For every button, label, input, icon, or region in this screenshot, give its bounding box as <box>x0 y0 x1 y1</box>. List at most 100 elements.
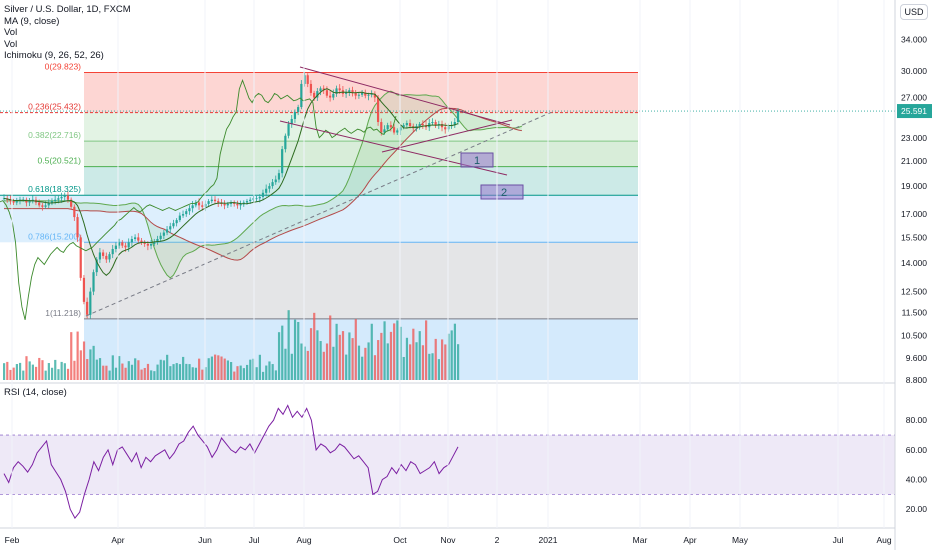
candle-body <box>354 92 357 96</box>
legend-ma[interactable]: MA (9, close) <box>4 15 60 27</box>
volume-bar <box>86 359 89 380</box>
legend-vol-2[interactable]: Vol <box>4 38 18 50</box>
volume-bar <box>127 361 130 380</box>
volume-bar <box>230 362 233 380</box>
currency-button[interactable]: USD <box>900 4 928 20</box>
candle-body <box>360 92 364 95</box>
volume-bar <box>191 367 194 380</box>
candle-body <box>28 201 31 203</box>
volume-bar <box>150 370 153 380</box>
candle-body <box>456 111 460 123</box>
volume-bar <box>162 360 166 380</box>
candle-body <box>117 242 121 246</box>
volume-bar <box>175 363 178 380</box>
volume-bar <box>214 354 217 380</box>
chart-legend: Silver / U.S. Dollar, 1D, FXCM MA (9, cl… <box>4 4 131 62</box>
volume-bar <box>34 366 38 380</box>
legend-ichimoku[interactable]: Ichimoku (9, 26, 52, 26) <box>4 50 104 62</box>
volume-bar <box>402 356 405 380</box>
candle-body <box>92 272 95 292</box>
volume-bar <box>338 334 341 380</box>
volume-bar <box>172 364 175 380</box>
volume-bar <box>18 362 22 380</box>
volume-bar <box>316 330 319 380</box>
candle-body <box>322 88 325 91</box>
candle-body <box>229 202 233 204</box>
candle-body <box>431 122 434 124</box>
candle-body <box>268 186 271 189</box>
volume-bar <box>386 343 389 380</box>
ma-line <box>3 88 459 276</box>
fib-zone <box>84 166 638 196</box>
volume-bar <box>204 367 207 380</box>
candle-body <box>258 196 261 199</box>
volume-bar <box>332 346 335 380</box>
candle-body <box>213 199 217 202</box>
candle-body <box>50 201 54 203</box>
candle-body <box>332 93 335 98</box>
volume-bar <box>418 331 421 380</box>
candle-body <box>274 179 277 183</box>
candle-body <box>421 124 424 126</box>
volume-bar <box>63 363 66 380</box>
candle-body <box>239 203 242 206</box>
volume-bar <box>348 332 351 380</box>
volume-bar <box>290 353 293 380</box>
volume-bar <box>325 343 329 380</box>
candle-body <box>111 249 114 255</box>
volume-bar <box>274 370 277 380</box>
candle-body <box>207 201 210 204</box>
candle-body <box>15 201 18 203</box>
candle-body <box>108 254 111 260</box>
volume-bar <box>380 332 383 380</box>
candle-body <box>169 226 172 230</box>
candle-body <box>242 202 245 204</box>
ichimoku-span-a <box>4 90 523 279</box>
volume-bar <box>341 331 345 380</box>
volume-bar <box>322 351 325 380</box>
price-tick-label: 12.500 <box>901 287 927 297</box>
volume-bar <box>92 345 95 380</box>
candle-body <box>47 202 50 206</box>
candle-body <box>408 123 412 127</box>
price-tick-label: 17.000 <box>901 209 927 219</box>
volume-bar <box>41 360 44 380</box>
volume-bar <box>223 358 226 380</box>
candle-body <box>335 88 338 94</box>
rsi-title[interactable]: RSI (14, close) <box>4 387 67 398</box>
volume-bar <box>146 363 150 380</box>
rsi-tick-label: 40.00 <box>906 475 928 485</box>
candle-body <box>440 124 444 128</box>
candle-body <box>95 259 98 273</box>
candle-body <box>245 201 249 203</box>
time-tick-label: Oct <box>393 535 407 545</box>
candle-body <box>79 237 82 278</box>
time-tick-label: Apr <box>111 535 124 545</box>
candle-body <box>124 245 127 248</box>
fib-zone <box>84 112 638 142</box>
candle-body <box>277 173 281 180</box>
volume-bar <box>405 337 409 380</box>
volume-bar <box>351 338 354 380</box>
fib-label: 0.236(25.432) <box>28 102 81 112</box>
candle-body <box>60 196 63 199</box>
volume-bar <box>268 361 271 380</box>
fib-label: 0.5(20.521) <box>38 156 82 166</box>
volume-bar <box>95 359 98 380</box>
candle-body <box>392 127 396 133</box>
candle-body <box>313 92 316 98</box>
volume-bar <box>70 332 73 380</box>
volume-bar <box>377 340 380 380</box>
volume-bar <box>130 364 134 380</box>
volume-bar <box>309 328 313 380</box>
volume-bar <box>249 359 252 380</box>
candle-body <box>344 92 348 94</box>
volume-bar <box>233 371 236 380</box>
legend-symbol[interactable]: Silver / U.S. Dollar, 1D, FXCM <box>4 4 131 15</box>
legend-vol[interactable]: Vol <box>4 27 18 39</box>
price-tick-label: 23.000 <box>901 133 927 143</box>
candle-body <box>370 93 373 95</box>
volume-bar <box>143 367 146 380</box>
fib-label: 0.786(15.200) <box>28 231 81 241</box>
price-tick-label: 34.000 <box>901 34 927 44</box>
